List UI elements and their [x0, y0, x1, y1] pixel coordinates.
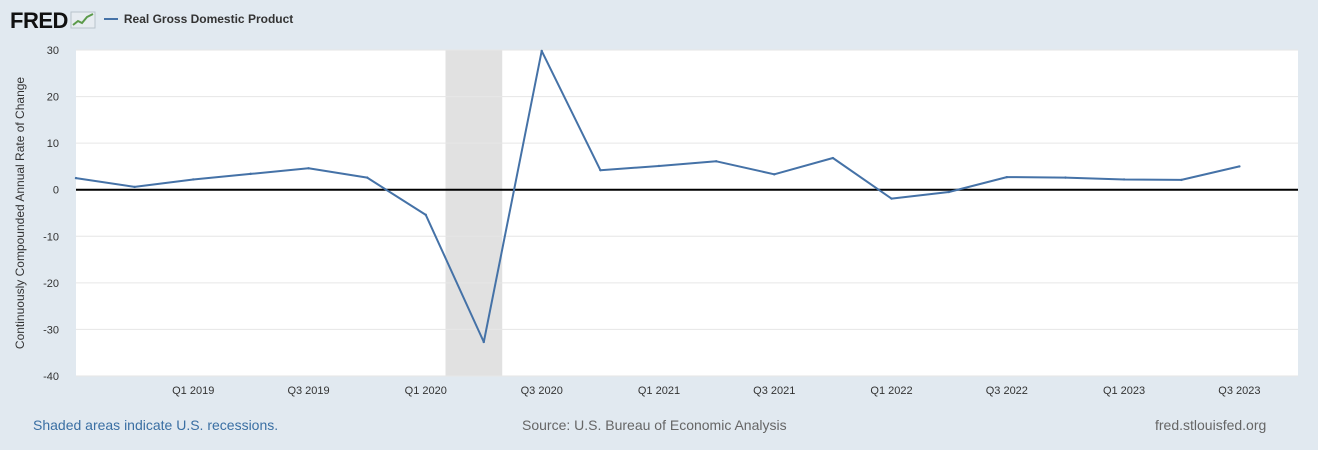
- chart-header: FRED Real Gross Domestic Product: [10, 6, 293, 34]
- line-chart[interactable]: 30 20 10 0 -10 -20 -30 -40 Q1 2019 Q3 2019 Q1 202…: [0, 0, 1318, 410]
- data-point[interactable]: [715, 160, 718, 163]
- y-tick-label: 20: [47, 92, 59, 104]
- y-axis-label: Continuously Compounded Annual Rate of C…: [13, 77, 27, 350]
- plot-background: [76, 50, 1298, 376]
- legend[interactable]: Real Gross Domestic Product: [103, 12, 294, 26]
- data-point[interactable]: [657, 164, 661, 168]
- x-tick-label: Q1 2021: [638, 385, 680, 397]
- y-tick-label: 0: [53, 185, 59, 197]
- data-point[interactable]: [365, 176, 369, 179]
- recession-shading: [445, 50, 503, 376]
- data-point[interactable]: [1238, 165, 1241, 168]
- legend-swatch: [103, 18, 118, 20]
- data-point[interactable]: [249, 172, 252, 176]
- x-tick-label: Q3 2020: [521, 385, 563, 397]
- fred-logo-text: FRED: [10, 8, 68, 33]
- legend-label: Real Gross Domestic Product: [123, 12, 294, 26]
- data-point[interactable]: [192, 178, 195, 181]
- trend-line-icon: [70, 11, 96, 29]
- y-tick-label: -10: [43, 231, 59, 243]
- data-point[interactable]: [540, 49, 543, 53]
- x-tick-label: Q3 2021: [753, 385, 795, 397]
- data-point[interactable]: [890, 197, 893, 200]
- y-tick-label: -40: [43, 371, 59, 383]
- fred-logo[interactable]: FRED: [10, 7, 96, 33]
- data-point[interactable]: [1064, 176, 1067, 179]
- x-tick-label: Q1 2020: [405, 385, 447, 397]
- data-point[interactable]: [1122, 178, 1126, 181]
- x-axis-ticks: Q1 2019 Q3 2019 Q1 2020 Q3 2020 Q1 2021 Q3 20…: [172, 385, 1260, 397]
- data-point[interactable]: [133, 185, 136, 189]
- data-series: [74, 49, 1241, 344]
- data-point[interactable]: [424, 213, 427, 217]
- data-point[interactable]: [74, 176, 78, 180]
- x-tick-label: Q1 2023: [1103, 385, 1145, 397]
- data-point[interactable]: [831, 156, 835, 160]
- x-tick-label: Q3 2019: [287, 385, 329, 397]
- data-point[interactable]: [599, 168, 602, 172]
- x-tick-label: Q1 2019: [172, 385, 214, 397]
- site-url: fred.stlouisfed.org: [1155, 417, 1267, 433]
- data-point[interactable]: [1005, 175, 1009, 179]
- recession-band: [445, 50, 503, 376]
- data-point[interactable]: [947, 190, 951, 194]
- data-point[interactable]: [1180, 178, 1183, 182]
- x-tick-label: Q3 2023: [1218, 385, 1260, 397]
- x-tick-label: Q1 2022: [870, 385, 912, 397]
- y-tick-label: 30: [47, 45, 59, 57]
- y-axis-ticks: 30 20 10 0 -10 -20 -30 -40: [43, 45, 59, 383]
- recession-note-link[interactable]: Shaded areas indicate U.S. recessions.: [33, 417, 279, 433]
- data-point[interactable]: [773, 173, 776, 176]
- data-point[interactable]: [482, 340, 485, 344]
- source-text: Source: U.S. Bureau of Economic Analysis: [522, 417, 787, 433]
- y-tick-label: -30: [43, 324, 59, 336]
- gridlines: [76, 49, 1298, 377]
- data-point[interactable]: [307, 167, 310, 170]
- x-tick-label: Q3 2022: [986, 385, 1028, 397]
- y-tick-label: -20: [43, 278, 59, 290]
- y-tick-label: 10: [47, 138, 59, 150]
